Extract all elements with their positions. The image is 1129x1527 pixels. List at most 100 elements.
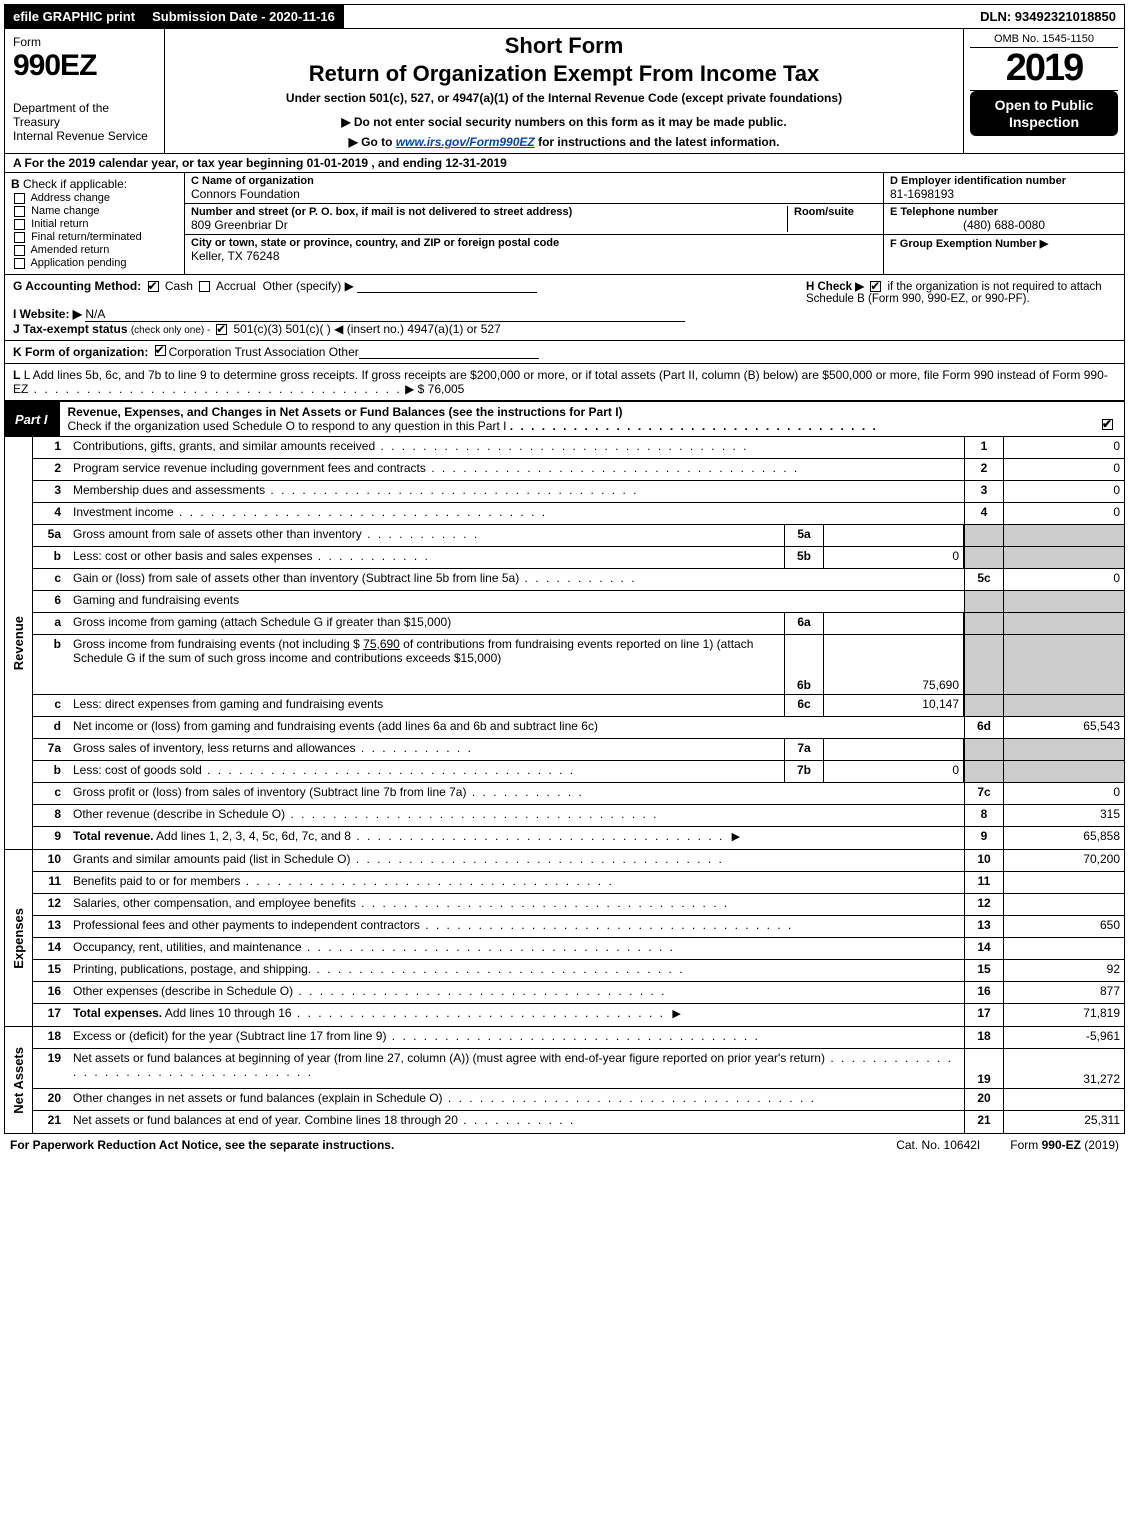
dept-label: Department of the Treasury Internal Reve… bbox=[13, 101, 156, 143]
l-text: L L Add lines 5b, 6c, and 7b to line 9 t… bbox=[13, 368, 1116, 396]
link-post: for instructions and the latest informat… bbox=[535, 135, 780, 149]
entity-block: B Check if applicable: Address change Na… bbox=[4, 173, 1125, 275]
line-6d: d Net income or (loss) from gaming and f… bbox=[33, 717, 1124, 739]
city-label: City or town, state or province, country… bbox=[191, 237, 877, 249]
expenses-section: Expenses 10Grants and similar amounts pa… bbox=[4, 850, 1125, 1027]
group-exemption-label: F Group Exemption Number ▶ bbox=[890, 237, 1118, 250]
room-label: Room/suite bbox=[794, 206, 877, 218]
opt-pending[interactable]: Application pending bbox=[11, 257, 178, 269]
org-address: 809 Greenbriar Dr bbox=[191, 218, 787, 232]
i-label: I Website: ▶ bbox=[13, 307, 82, 321]
check-if-applicable: Check if applicable: bbox=[23, 177, 127, 191]
page-footer: For Paperwork Reduction Act Notice, see … bbox=[4, 1134, 1125, 1156]
dln: DLN: 93492321018850 bbox=[972, 5, 1124, 28]
part1-label: Part I bbox=[4, 408, 59, 431]
top-bar: efile GRAPHIC print Submission Date - 20… bbox=[4, 4, 1125, 29]
link-pre: ▶ Go to bbox=[349, 135, 396, 149]
footer-cat: Cat. No. 10642I bbox=[896, 1138, 980, 1152]
line-19: 19Net assets or fund balances at beginni… bbox=[33, 1049, 1124, 1089]
ein-value: 81-1698193 bbox=[890, 187, 1118, 201]
ein-label: D Employer identification number bbox=[890, 175, 1118, 187]
line-6a: a Gross income from gaming (attach Sched… bbox=[33, 613, 1124, 635]
phone-label: E Telephone number bbox=[890, 206, 1118, 218]
line-12: 12Salaries, other compensation, and empl… bbox=[33, 894, 1124, 916]
opt-amended[interactable]: Amended return bbox=[11, 244, 178, 256]
part1-title: Revenue, Expenses, and Changes in Net As… bbox=[68, 405, 623, 419]
line-7a: 7a Gross sales of inventory, less return… bbox=[33, 739, 1124, 761]
expenses-side-label: Expenses bbox=[11, 908, 26, 969]
part1-schedule-o-check[interactable] bbox=[1102, 419, 1113, 430]
k-label: K Form of organization: bbox=[13, 345, 148, 359]
line-18: 18Excess or (deficit) for the year (Subt… bbox=[33, 1027, 1124, 1049]
name-label: C Name of organization bbox=[191, 175, 877, 187]
j-label: J Tax-exempt status bbox=[13, 322, 128, 336]
instructions-link-row: ▶ Go to www.irs.gov/Form990EZ for instru… bbox=[173, 135, 955, 149]
line-20: 20Other changes in net assets or fund ba… bbox=[33, 1089, 1124, 1111]
line-16: 16Other expenses (describe in Schedule O… bbox=[33, 982, 1124, 1004]
instructions-link[interactable]: www.irs.gov/Form990EZ bbox=[396, 135, 535, 149]
line-1: 1 Contributions, gifts, grants, and simi… bbox=[33, 437, 1124, 459]
line-11: 11Benefits paid to or for members11 bbox=[33, 872, 1124, 894]
form-header: Form 990EZ Department of the Treasury In… bbox=[4, 29, 1125, 154]
line-21: 21Net assets or fund balances at end of … bbox=[33, 1111, 1124, 1133]
line-14: 14Occupancy, rent, utilities, and mainte… bbox=[33, 938, 1124, 960]
ssn-warning: ▶ Do not enter social security numbers o… bbox=[173, 115, 955, 129]
form-number: 990EZ bbox=[13, 49, 156, 83]
line-6: 6 Gaming and fundraising events bbox=[33, 591, 1124, 613]
revenue-side-label: Revenue bbox=[11, 616, 26, 670]
period-row: A For the 2019 calendar year, or tax yea… bbox=[4, 154, 1125, 173]
line-10: 10Grants and similar amounts paid (list … bbox=[33, 850, 1124, 872]
g-cash-check[interactable] bbox=[148, 281, 159, 292]
g-other-input[interactable] bbox=[357, 279, 537, 293]
g-accrual-check[interactable] bbox=[199, 281, 210, 292]
j-501c3[interactable] bbox=[216, 324, 227, 335]
form-label: Form bbox=[13, 35, 156, 49]
g-label: G Accounting Method: bbox=[13, 279, 141, 293]
revenue-section: Revenue 1 Contributions, gifts, grants, … bbox=[4, 437, 1125, 850]
part1-checknote: Check if the organization used Schedule … bbox=[68, 419, 507, 433]
form-subtitle: Under section 501(c), 527, or 4947(a)(1)… bbox=[173, 91, 955, 105]
line-7b: b Less: cost of goods sold 7b 0 bbox=[33, 761, 1124, 783]
addr-label: Number and street (or P. O. box, if mail… bbox=[191, 206, 787, 218]
netassets-side-label: Net Assets bbox=[11, 1047, 26, 1114]
k-other-input[interactable] bbox=[359, 345, 539, 359]
line-15: 15Printing, publications, postage, and s… bbox=[33, 960, 1124, 982]
line-8: 8 Other revenue (describe in Schedule O)… bbox=[33, 805, 1124, 827]
tax-year: 2019 bbox=[970, 48, 1118, 91]
line-7c: c Gross profit or (loss) from sales of i… bbox=[33, 783, 1124, 805]
org-name: Connors Foundation bbox=[191, 187, 877, 201]
h-check[interactable] bbox=[870, 281, 881, 292]
meta-block: G Accounting Method: Cash Accrual Other … bbox=[4, 275, 1125, 401]
line-2: 2 Program service revenue including gove… bbox=[33, 459, 1124, 481]
footer-right: Form 990-EZ (2019) bbox=[1010, 1138, 1119, 1152]
line-13: 13Professional fees and other payments t… bbox=[33, 916, 1124, 938]
form-title-2: Return of Organization Exempt From Incom… bbox=[173, 61, 955, 87]
line-9: 9 Total revenue. Add lines 1, 2, 3, 4, 5… bbox=[33, 827, 1124, 849]
h-label: H Check ▶ bbox=[806, 281, 864, 293]
opt-name-change[interactable]: Name change bbox=[11, 205, 178, 217]
footer-left: For Paperwork Reduction Act Notice, see … bbox=[10, 1138, 866, 1152]
inspection-label: Open to Public Inspection bbox=[970, 91, 1118, 137]
netassets-section: Net Assets 18Excess or (deficit) for the… bbox=[4, 1027, 1125, 1134]
opt-initial-return[interactable]: Initial return bbox=[11, 218, 178, 230]
submission-date: Submission Date - 2020-11-16 bbox=[144, 5, 344, 28]
form-title-1: Short Form bbox=[173, 33, 955, 59]
phone-value: (480) 688-0080 bbox=[890, 218, 1118, 232]
line-17: 17Total expenses. Add lines 10 through 1… bbox=[33, 1004, 1124, 1026]
section-b-label: B bbox=[11, 177, 20, 191]
omb-number: OMB No. 1545-1150 bbox=[970, 33, 1118, 48]
part1-header: Part I Revenue, Expenses, and Changes in… bbox=[4, 401, 1125, 437]
opt-address-change[interactable]: Address change bbox=[11, 192, 178, 204]
opt-final-return[interactable]: Final return/terminated bbox=[11, 231, 178, 243]
line-3: 3 Membership dues and assessments 3 0 bbox=[33, 481, 1124, 503]
line-4: 4 Investment income 4 0 bbox=[33, 503, 1124, 525]
website-value: N/A bbox=[85, 307, 685, 322]
line-5b: b Less: cost or other basis and sales ex… bbox=[33, 547, 1124, 569]
line-6b: b Gross income from fundraising events (… bbox=[33, 635, 1124, 695]
line-6c: c Less: direct expenses from gaming and … bbox=[33, 695, 1124, 717]
line-5a: 5a Gross amount from sale of assets othe… bbox=[33, 525, 1124, 547]
org-city: Keller, TX 76248 bbox=[191, 249, 877, 263]
efile-label[interactable]: efile GRAPHIC print bbox=[5, 5, 144, 28]
line-5c: c Gain or (loss) from sale of assets oth… bbox=[33, 569, 1124, 591]
k-corp[interactable] bbox=[155, 345, 166, 356]
